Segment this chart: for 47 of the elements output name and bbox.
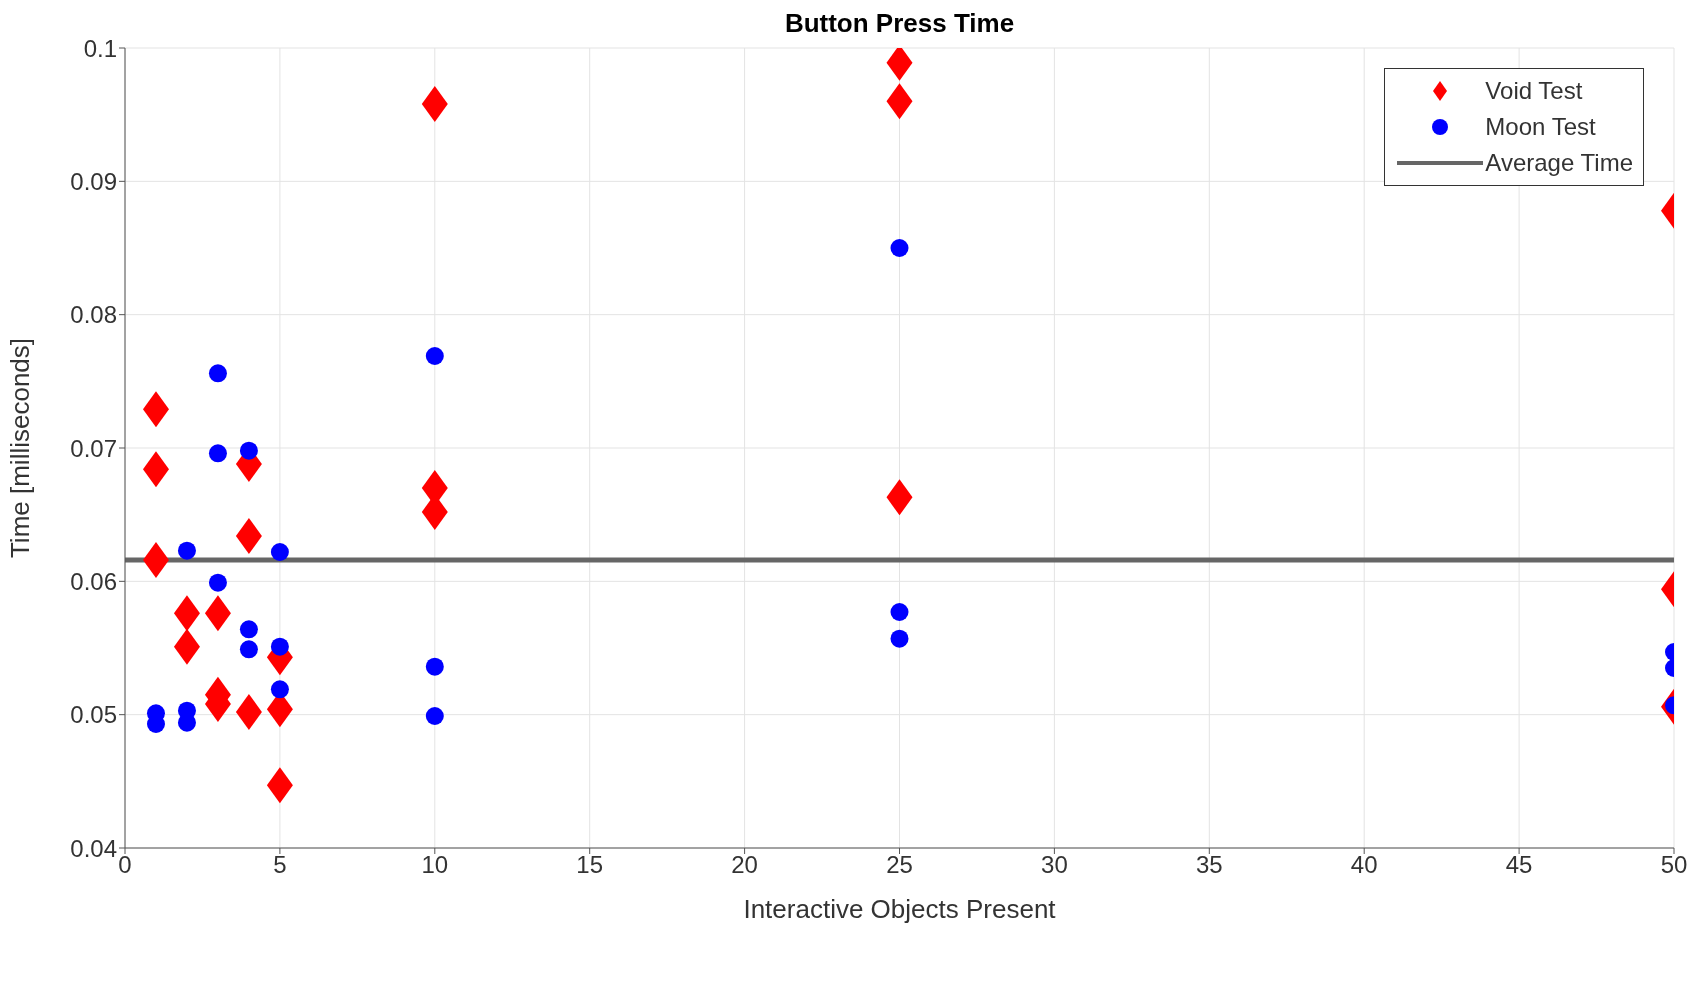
x-tick-label: 10 (421, 851, 449, 879)
x-tick-label: 40 (1350, 851, 1378, 879)
point (235, 694, 262, 730)
x-axis-title: Interactive Objects Present (743, 894, 1057, 924)
point (142, 451, 169, 488)
point (142, 542, 169, 578)
x-tick-label: 35 (1195, 851, 1223, 879)
point (208, 573, 227, 592)
point (142, 391, 169, 428)
point (173, 628, 200, 665)
point (204, 595, 231, 632)
point (425, 657, 444, 676)
point (177, 541, 196, 560)
x-tick-label: 20 (731, 851, 758, 879)
point (425, 707, 444, 725)
y-axis-title: Time [milliseconds] (5, 337, 36, 559)
x-tick-label: 50 (1660, 851, 1688, 879)
point (270, 637, 289, 656)
y-tick-label: 0.04 (70, 834, 117, 862)
point (270, 680, 289, 699)
legend-label: Void Test (1485, 77, 1583, 105)
point (173, 595, 200, 632)
point (421, 86, 448, 122)
x-tick-label: 25 (886, 851, 913, 879)
point (239, 620, 258, 639)
x-tick-label: 45 (1505, 851, 1533, 879)
point (239, 441, 258, 460)
point (270, 543, 289, 561)
y-tick-label: 0.06 (70, 567, 117, 595)
y-tick-label: 0.05 (70, 701, 117, 729)
x-tick-label: 15 (576, 851, 604, 879)
legend-label: Moon Test (1485, 113, 1596, 141)
point (239, 640, 258, 659)
y-tick-label: 0.1 (83, 34, 117, 62)
y-tick-label: 0.07 (70, 434, 117, 462)
point (208, 444, 227, 463)
point (208, 364, 227, 383)
point (425, 347, 444, 365)
chart-title: Button Press Time (784, 8, 1015, 38)
point (266, 767, 293, 804)
x-tick-label: 30 (1041, 851, 1068, 879)
x-tick-label: 0 (118, 851, 132, 879)
point (235, 518, 262, 554)
legend-label: Average Time (1485, 149, 1633, 177)
y-tick-label: 0.09 (70, 167, 117, 195)
x-tick-label: 5 (273, 851, 287, 879)
y-tick-label: 0.08 (70, 301, 117, 329)
